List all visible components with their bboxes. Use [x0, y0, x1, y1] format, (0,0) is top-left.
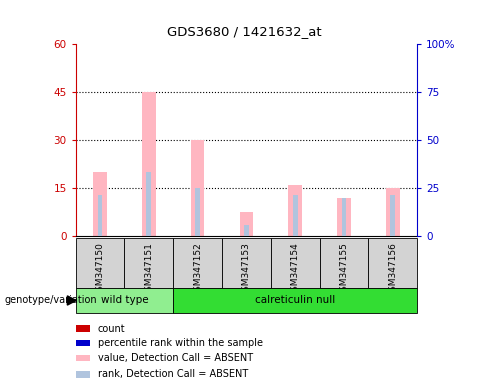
Text: rank, Detection Call = ABSENT: rank, Detection Call = ABSENT [98, 369, 248, 379]
Bar [93, 172, 107, 236]
Bar [146, 172, 151, 236]
Text: GSM347156: GSM347156 [388, 242, 397, 297]
Bar [288, 185, 302, 236]
Bar [320, 238, 368, 288]
Text: percentile rank within the sample: percentile rank within the sample [98, 338, 263, 348]
Bar [191, 140, 204, 236]
Text: GSM347150: GSM347150 [96, 242, 104, 297]
Bar [173, 238, 222, 288]
Bar [195, 188, 200, 236]
Bar [76, 325, 90, 332]
Bar [271, 238, 320, 288]
Text: count: count [98, 324, 125, 334]
Text: GSM347154: GSM347154 [291, 242, 300, 297]
Text: GSM347155: GSM347155 [340, 242, 348, 297]
Text: GDS3680 / 1421632_at: GDS3680 / 1421632_at [167, 25, 321, 38]
Bar [76, 355, 90, 361]
Bar [386, 188, 400, 236]
Text: wild type: wild type [101, 295, 148, 306]
Bar [337, 198, 351, 236]
Bar [293, 195, 298, 236]
Bar [390, 195, 395, 236]
Bar [222, 238, 271, 288]
Text: calreticulin null: calreticulin null [255, 295, 335, 306]
Bar [368, 238, 417, 288]
Polygon shape [67, 296, 76, 305]
Text: GSM347153: GSM347153 [242, 242, 251, 297]
Bar [342, 198, 346, 236]
Bar [76, 340, 90, 346]
Bar [244, 225, 249, 236]
Text: value, Detection Call = ABSENT: value, Detection Call = ABSENT [98, 353, 253, 363]
Bar [76, 371, 90, 377]
Bar [124, 238, 173, 288]
Bar [240, 212, 253, 236]
Bar [98, 195, 102, 236]
Bar [76, 238, 124, 288]
Bar [142, 92, 156, 236]
Bar [76, 288, 173, 313]
Text: GSM347151: GSM347151 [144, 242, 153, 297]
Bar [173, 288, 417, 313]
Text: genotype/variation: genotype/variation [5, 295, 98, 306]
Text: GSM347152: GSM347152 [193, 242, 202, 297]
